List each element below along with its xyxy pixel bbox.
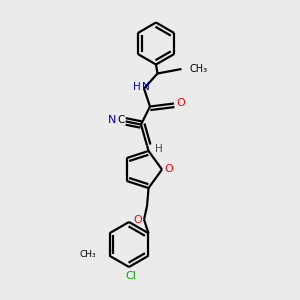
Text: H: H [133, 82, 140, 92]
Text: CH₃: CH₃ [80, 250, 96, 259]
Text: N: N [142, 82, 149, 92]
Text: H: H [154, 143, 162, 154]
Text: O: O [164, 164, 173, 175]
Text: CH₃: CH₃ [190, 64, 208, 74]
Text: O: O [176, 98, 185, 109]
Text: N: N [108, 115, 116, 125]
Text: C: C [118, 115, 125, 125]
Text: Cl: Cl [125, 271, 136, 281]
Text: O: O [133, 214, 142, 224]
